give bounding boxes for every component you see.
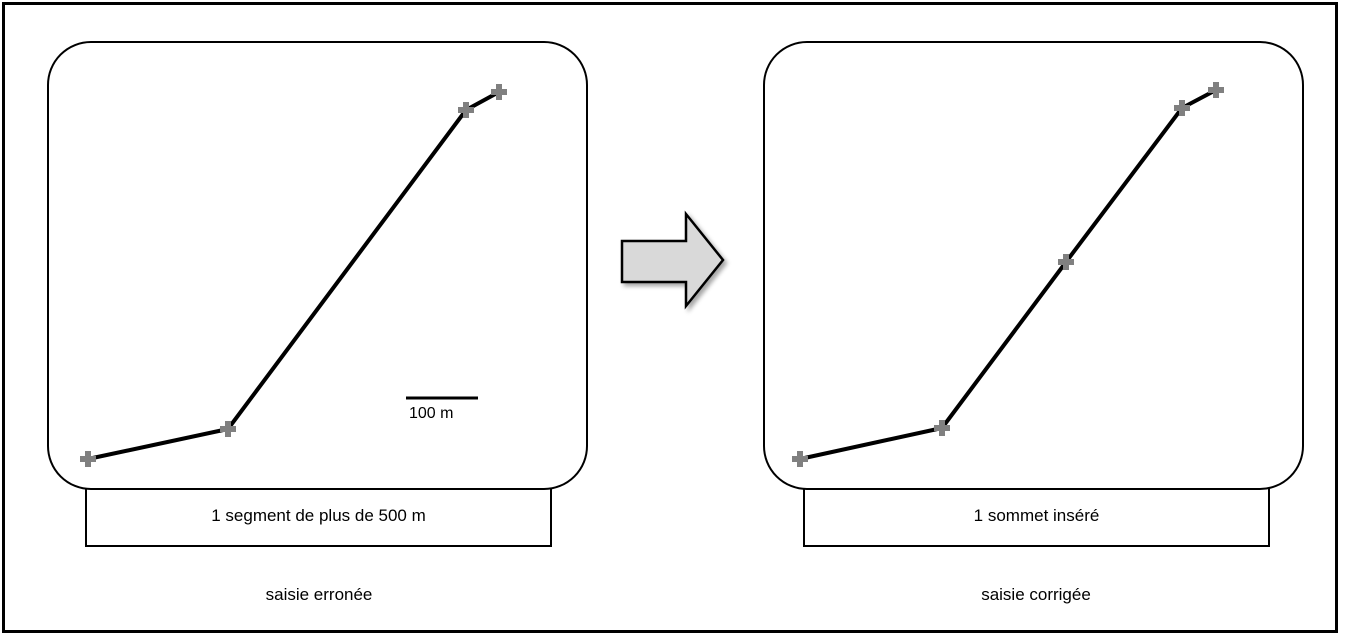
vertex-icon	[80, 451, 96, 467]
right-polyline	[799, 88, 1217, 461]
left-polyline	[87, 90, 500, 461]
vertex-icon	[491, 84, 507, 100]
right-panel-label: saisie corrigée	[981, 585, 1091, 604]
left-caption-text: 1 segment de plus de 500 m	[211, 505, 426, 525]
outer-frame	[2, 2, 1338, 633]
right-caption-text: 1 sommet inséré	[973, 505, 1100, 525]
left-panel	[47, 41, 588, 490]
scale-label: 100 m	[409, 405, 454, 422]
left-panel-label: saisie erronée	[265, 585, 373, 604]
right-panel	[763, 41, 1304, 490]
vertex-icon	[792, 451, 808, 467]
arrow-right-icon	[620, 210, 725, 310]
vertex-icon	[1208, 82, 1224, 98]
right-caption-box: 1 sommet inséré	[803, 484, 1270, 547]
